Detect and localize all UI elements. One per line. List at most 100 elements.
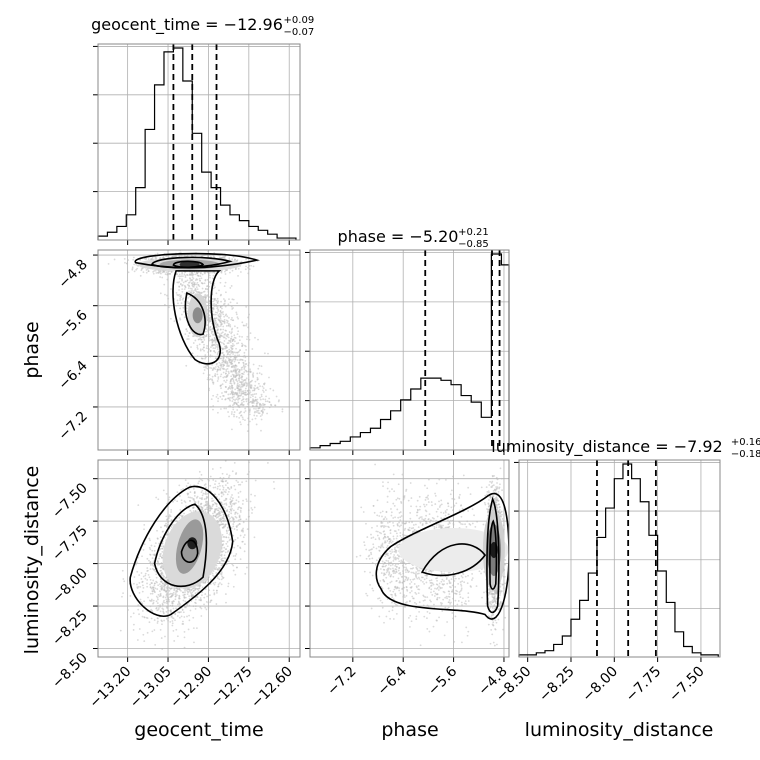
- scatter-point: [222, 371, 225, 374]
- scatter-point: [223, 518, 226, 520]
- scatter-point: [241, 398, 244, 401]
- scatter-point: [142, 271, 145, 274]
- scatter-point: [225, 368, 228, 371]
- scatter-point: [195, 278, 198, 280]
- scatter-point: [192, 292, 195, 295]
- scatter-point: [255, 423, 258, 426]
- scatter-point: [178, 484, 181, 487]
- scatter-point: [214, 581, 217, 584]
- scatter-point: [196, 355, 199, 358]
- scatter-point: [247, 378, 250, 381]
- scatter-point: [217, 378, 220, 380]
- scatter-point: [160, 637, 163, 639]
- scatter-point: [174, 619, 176, 622]
- scatter-point: [131, 266, 134, 269]
- scatter-point: [252, 395, 254, 398]
- scatter-point: [268, 376, 270, 379]
- scatter-point: [158, 595, 161, 598]
- scatter-point: [204, 357, 206, 360]
- scatter-point: [231, 327, 234, 330]
- scatter-point: [238, 354, 241, 357]
- scatter-point: [143, 528, 145, 531]
- scatter-point: [178, 289, 180, 291]
- scatter-point: [229, 325, 232, 328]
- scatter-point: [142, 633, 145, 636]
- scatter-point: [175, 607, 177, 610]
- scatter-point: [216, 306, 219, 308]
- scatter-point: [224, 385, 227, 388]
- scatter-point: [236, 351, 239, 354]
- scatter-point: [239, 490, 242, 493]
- scatter-point: [213, 317, 216, 320]
- scatter-point: [196, 291, 199, 293]
- scatter-point: [188, 614, 190, 617]
- scatter-point: [179, 603, 182, 606]
- scatter-point: [233, 521, 235, 523]
- scatter-point: [247, 266, 249, 269]
- scatter-point: [249, 400, 252, 403]
- scatter-point: [247, 364, 250, 367]
- scatter-point: [234, 554, 237, 557]
- scatter-point: [215, 292, 218, 295]
- scatter-point: [207, 601, 210, 604]
- scatter-point: [212, 382, 215, 385]
- scatter-point: [225, 536, 228, 539]
- scatter-point: [219, 317, 222, 320]
- scatter-point: [188, 285, 191, 288]
- scatter-point: [209, 378, 212, 380]
- scatter-point: [191, 272, 194, 275]
- scatter-point: [186, 273, 188, 276]
- scatter-point: [268, 397, 271, 400]
- scatter-point: [266, 412, 268, 415]
- scatter-point: [259, 404, 261, 407]
- scatter-point: [218, 338, 221, 341]
- scatter-point: [182, 297, 185, 300]
- scatter-point: [212, 408, 214, 411]
- scatter-point: [246, 335, 249, 338]
- scatter-point: [192, 281, 195, 283]
- scatter-point: [238, 392, 241, 394]
- scatter-point: [148, 576, 151, 579]
- scatter-point: [230, 527, 233, 529]
- scatter-point: [234, 268, 237, 271]
- scatter-point: [205, 328, 208, 331]
- panel-content: [119, 460, 276, 650]
- scatter-point: [218, 578, 221, 581]
- scatter-point: [262, 407, 264, 409]
- scatter-point: [224, 360, 227, 363]
- scatter-point: [169, 588, 172, 590]
- scatter-point: [225, 379, 228, 382]
- scatter-point: [256, 405, 258, 408]
- scatter-point: [246, 393, 249, 396]
- scatter-point: [235, 369, 238, 372]
- scatter-point: [147, 258, 150, 261]
- scatter-point: [241, 378, 243, 381]
- scatter-point: [261, 408, 264, 411]
- scatter-point: [161, 623, 163, 626]
- scatter-point: [221, 367, 224, 370]
- scatter-point: [204, 606, 207, 609]
- scatter-point: [219, 512, 222, 515]
- scatter-point: [214, 493, 217, 496]
- scatter-point: [252, 372, 255, 375]
- scatter-point: [206, 278, 209, 281]
- scatter-point: [228, 387, 230, 389]
- scatter-point: [248, 411, 251, 413]
- scatter-point: [170, 587, 173, 590]
- scatter-point: [222, 298, 225, 300]
- scatter-point: [242, 403, 245, 406]
- scatter-point: [167, 297, 170, 300]
- scatter-point: [211, 297, 214, 300]
- scatter-point: [199, 272, 202, 275]
- scatter-point: [206, 364, 209, 367]
- scatter-point: [245, 265, 247, 268]
- scatter-point: [165, 518, 168, 521]
- scatter-point: [251, 402, 254, 405]
- scatter-point: [252, 265, 255, 268]
- scatter-point: [190, 291, 193, 294]
- scatter-point: [215, 321, 218, 324]
- scatter-point: [173, 320, 176, 323]
- scatter-point: [226, 365, 229, 368]
- scatter-point: [211, 507, 214, 510]
- scatter-point: [243, 391, 246, 394]
